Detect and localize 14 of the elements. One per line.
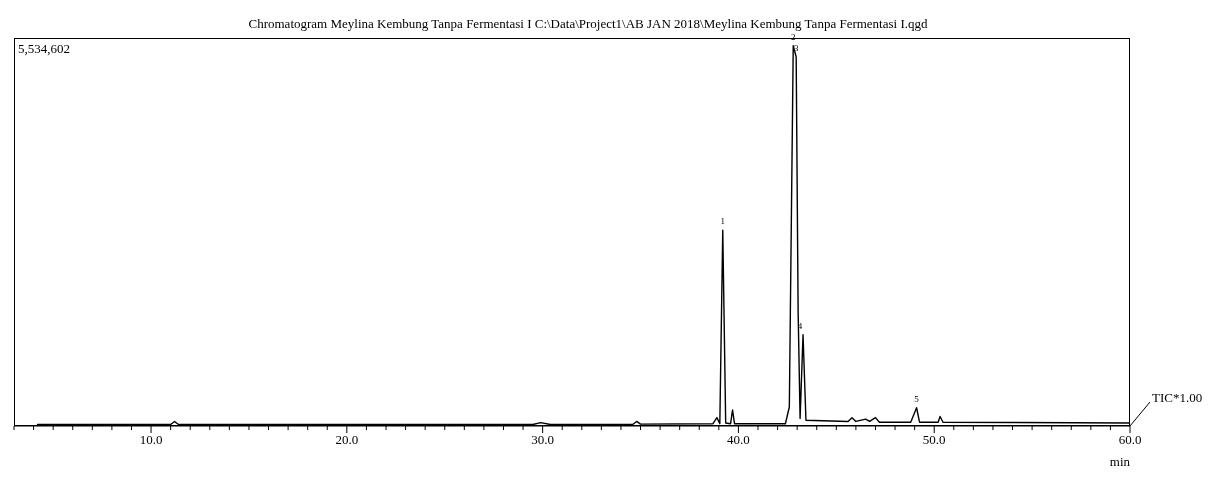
annotation: 2 — [790, 31, 796, 42]
annotation: 5 — [914, 393, 920, 404]
chart-title: Chromatogram Meylina Kembung Tanpa Fermentasi I C:\Data\Project1\AB JAN 2018\Meylina Kembung Tanpa Fermentasi I.qgd — [247, 16, 929, 32]
x-tick-label: 50.0 — [922, 432, 946, 447]
x-axis-title: min — [1109, 454, 1131, 469]
x-tick-label: 10.0 — [139, 432, 163, 447]
x-tick-label: 60.0 — [1118, 432, 1142, 447]
x-tick-label: 30.0 — [531, 432, 555, 447]
annotation: 1 — [720, 216, 726, 227]
x-tick-label: 40.0 — [727, 432, 750, 447]
x-tick-label: 20.0 — [335, 432, 359, 447]
annotation: 5,534,602 — [18, 41, 70, 57]
annotation: 3 — [793, 43, 799, 54]
text: TIC*1.00 — [1152, 390, 1203, 406]
